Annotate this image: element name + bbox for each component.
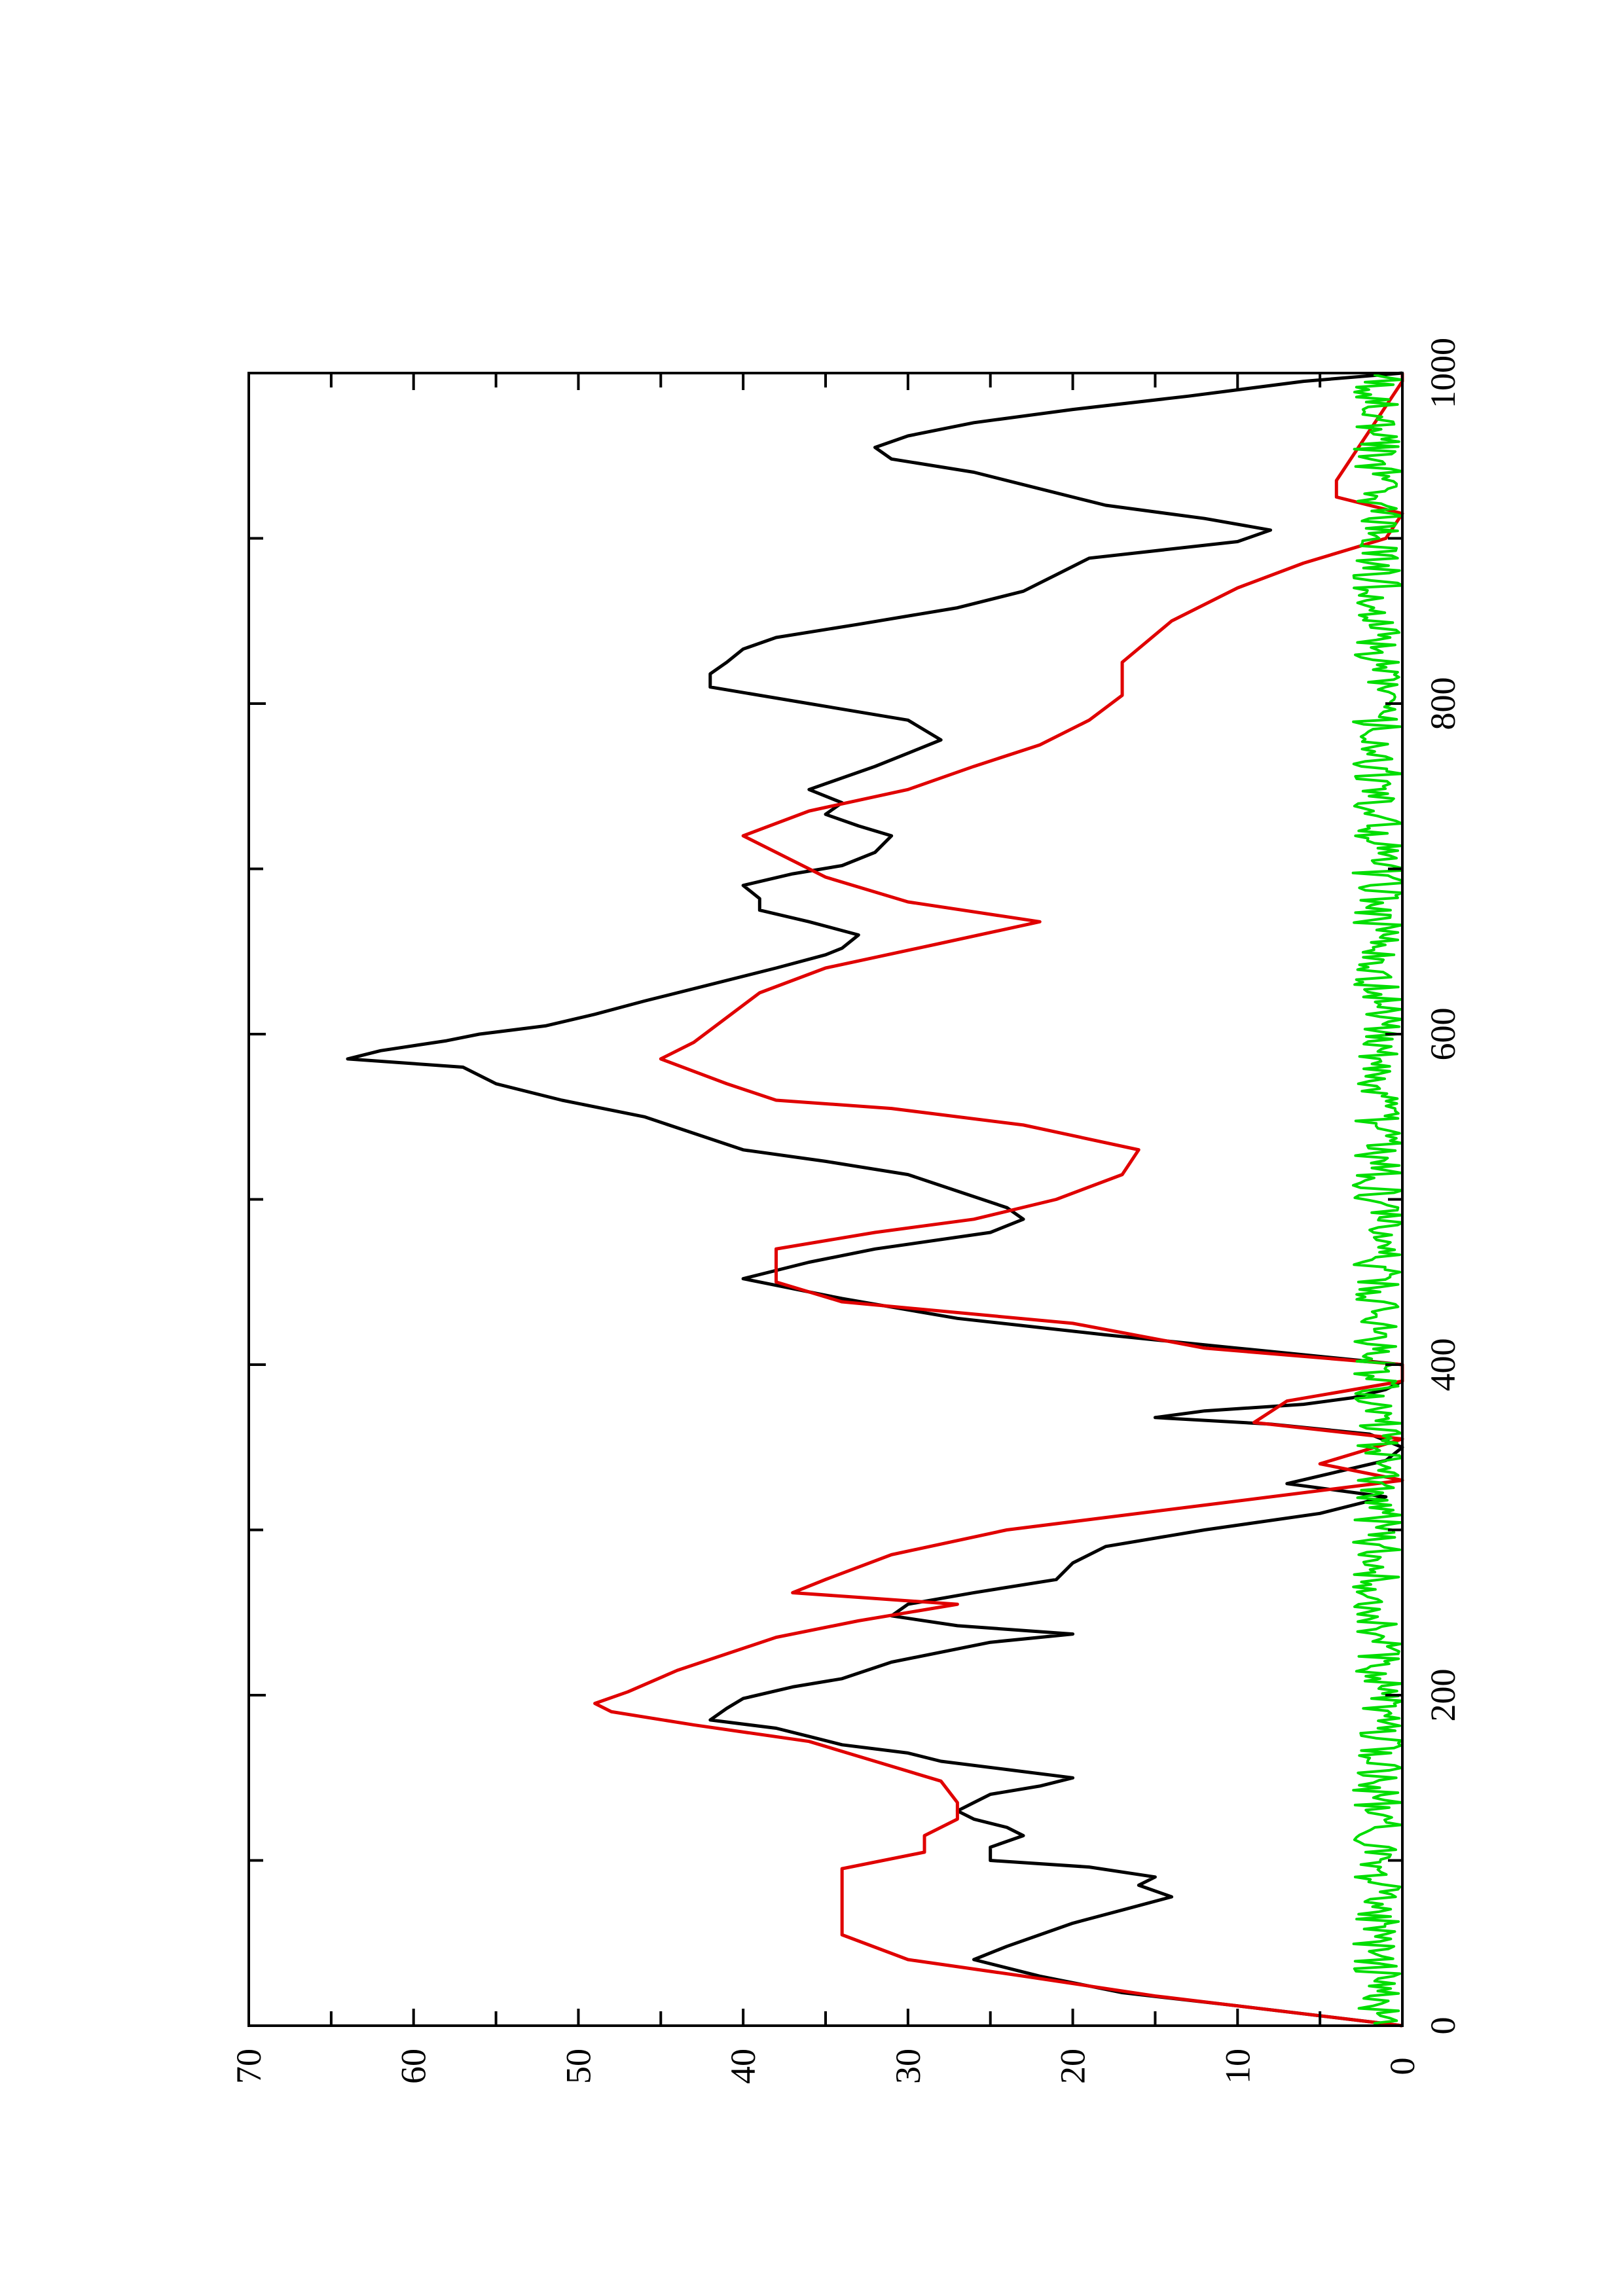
x-tick-label: 800 [1423, 677, 1463, 730]
y-tick-label: 0 [1383, 2058, 1422, 2075]
x-tick-label: 1000 [1423, 338, 1463, 408]
series-line-2 [593, 373, 1404, 2028]
plot-frame [247, 372, 1404, 2027]
y-tick-label: 60 [394, 2049, 433, 2084]
y-tick-label: 20 [1053, 2049, 1093, 2084]
y-tick-label: 30 [888, 2049, 928, 2084]
x-tick-label: 0 [1423, 2017, 1463, 2035]
series-line-3 [1351, 373, 1404, 2027]
y-tick-label: 10 [1218, 2049, 1257, 2084]
series-line-1 [346, 371, 1404, 2028]
plot-area [346, 371, 1404, 2028]
x-tick-label: 400 [1423, 1338, 1463, 1391]
x-tick-label: 600 [1423, 1008, 1463, 1061]
y-tick-label: 70 [229, 2049, 268, 2084]
tick-labels: 0 200 400 600 800 1000 0 10 20 30 40 50 60 70 [229, 338, 1463, 2084]
y-tick-label: 50 [558, 2049, 598, 2084]
y-tick-label: 40 [723, 2049, 763, 2084]
x-tick-label: 200 [1423, 1669, 1463, 1722]
axis-ticks [247, 372, 1404, 2027]
